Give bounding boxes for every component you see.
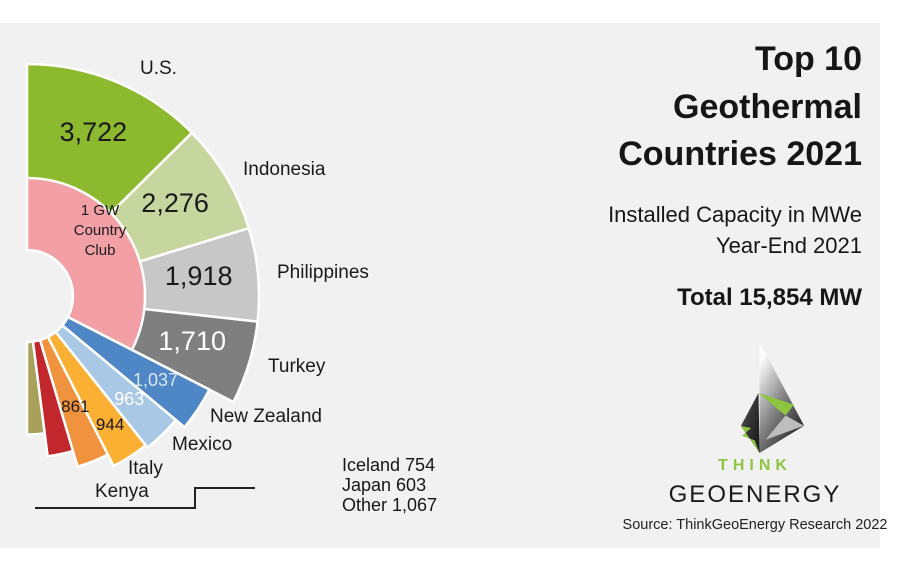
svg-text:963: 963 — [114, 389, 144, 409]
svg-text:1,037: 1,037 — [133, 370, 178, 390]
svg-text:1,710: 1,710 — [158, 326, 226, 356]
svg-text:2,276: 2,276 — [141, 188, 209, 218]
svg-text:U.S.: U.S. — [140, 58, 177, 79]
svg-text:New Zealand: New Zealand — [210, 406, 322, 427]
svg-text:Philippines: Philippines — [277, 262, 369, 283]
svg-text:944: 944 — [96, 415, 124, 434]
svg-text:Mexico: Mexico — [172, 434, 232, 455]
svg-text:3,722: 3,722 — [60, 117, 128, 147]
svg-text:1,918: 1,918 — [165, 261, 233, 291]
svg-text:861: 861 — [61, 397, 89, 416]
svg-text:Club: Club — [85, 242, 116, 259]
svg-text:Turkey: Turkey — [268, 356, 326, 377]
svg-text:Indonesia: Indonesia — [243, 159, 326, 180]
svg-text:Italy: Italy — [128, 458, 163, 479]
svg-text:Kenya: Kenya — [95, 481, 149, 502]
svg-text:Country: Country — [74, 222, 127, 239]
svg-text:1 GW: 1 GW — [81, 202, 120, 219]
